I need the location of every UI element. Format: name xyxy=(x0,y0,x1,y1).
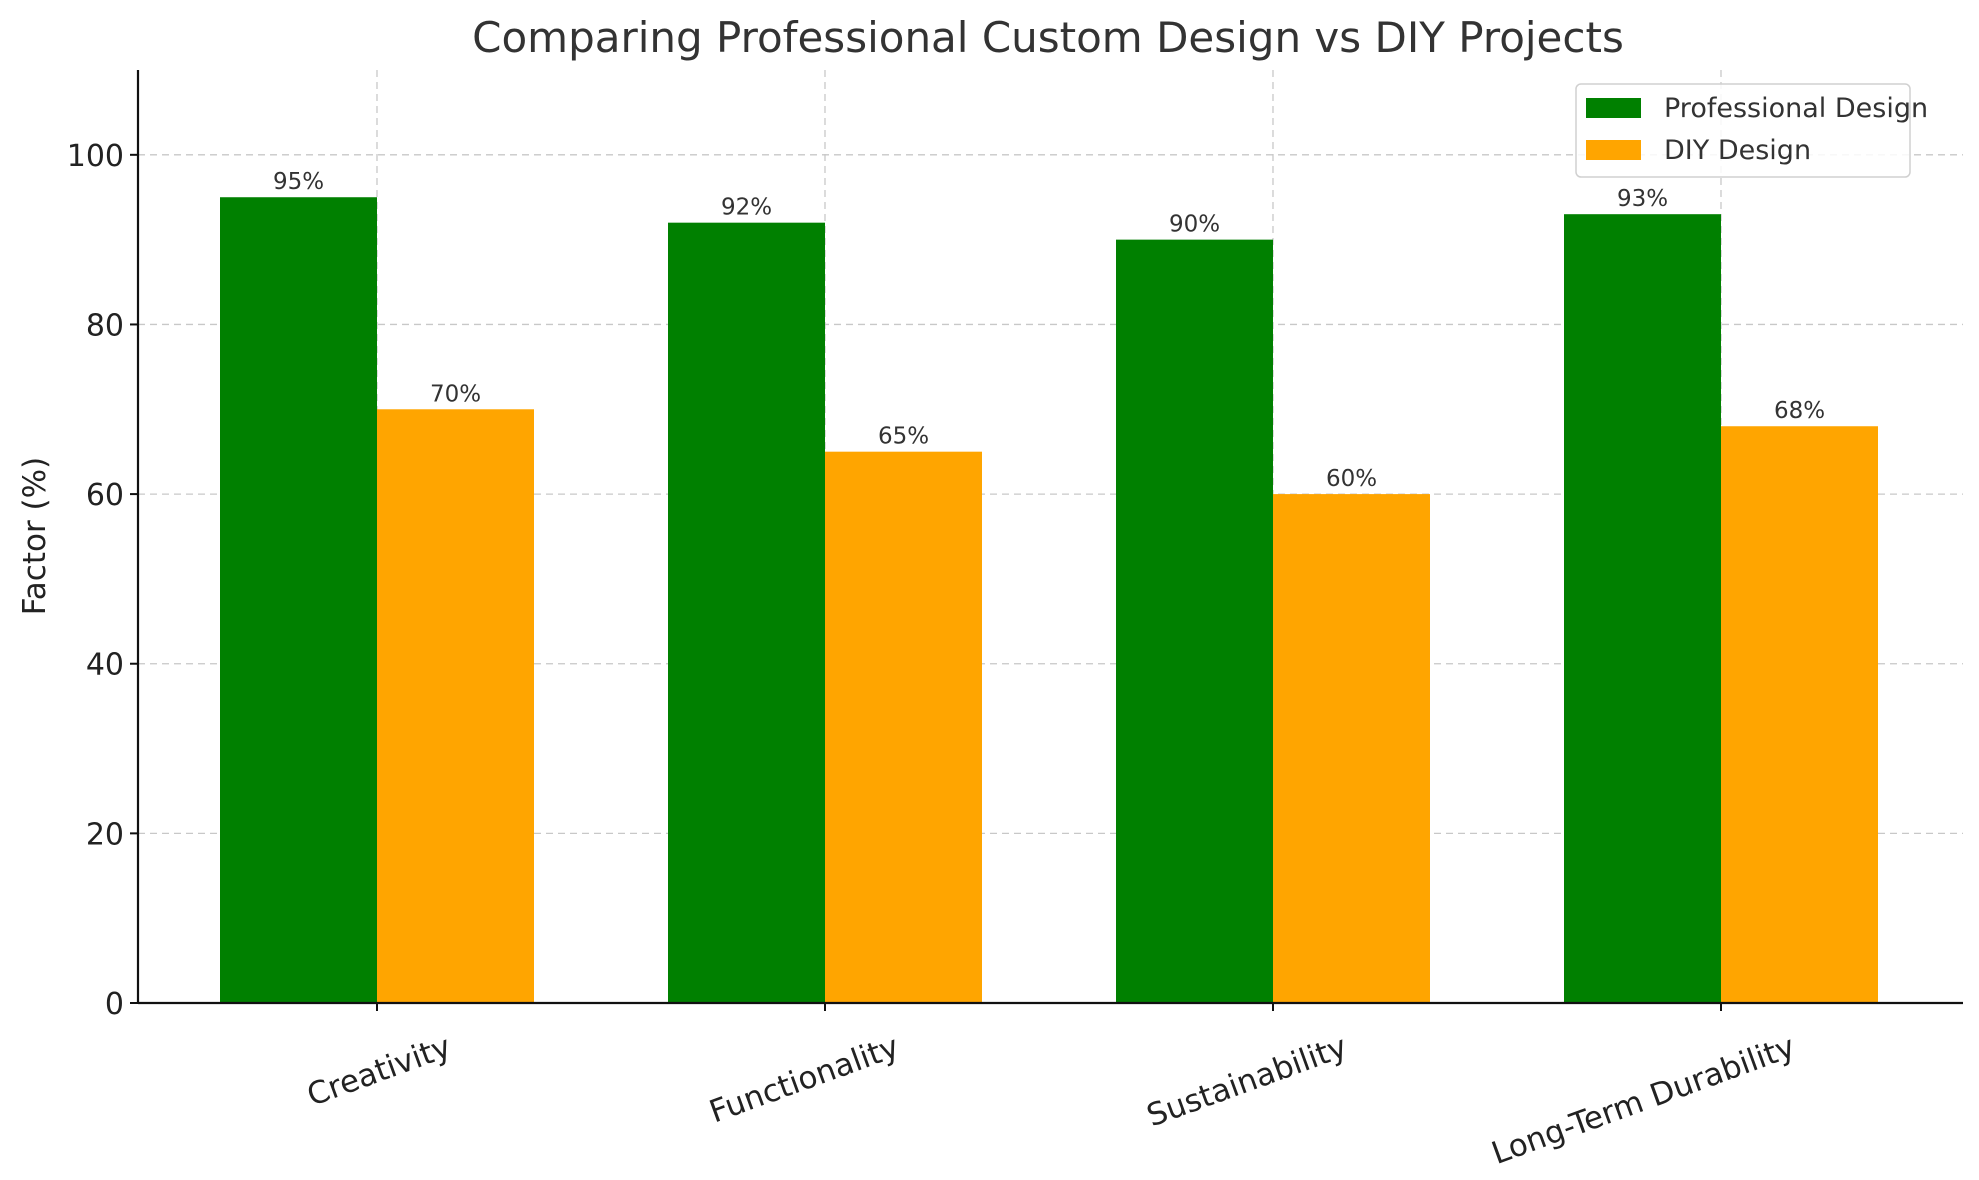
y-tick-label: 40 xyxy=(86,648,124,683)
chart-title: Comparing Professional Custom Design vs … xyxy=(472,13,1624,62)
bar-diy xyxy=(825,451,982,1003)
bar-data-label: 70% xyxy=(430,381,481,407)
bar-professional xyxy=(1116,239,1273,1004)
legend-entry-label: Professional Design xyxy=(1664,93,1928,124)
bar-data-label: 65% xyxy=(878,424,929,450)
legend-swatch xyxy=(1586,140,1641,160)
legend-box xyxy=(1575,83,1911,178)
bars xyxy=(220,197,1878,1004)
bar-professional xyxy=(220,197,377,1003)
y-axis-label: Factor (%) xyxy=(17,457,53,615)
bar-data-label: 68% xyxy=(1774,398,1825,424)
bar-professional xyxy=(668,222,825,1003)
y-tick-label: 80 xyxy=(86,308,124,343)
y-tick-label: 100 xyxy=(67,139,124,174)
bar-diy xyxy=(377,409,534,1004)
legend-entry-label: DIY Design xyxy=(1664,135,1811,166)
bar-data-label: 60% xyxy=(1326,466,1377,492)
bar-data-label: 93% xyxy=(1617,186,1668,212)
bar-diy xyxy=(1273,494,1430,1003)
bar-data-label: 90% xyxy=(1169,212,1220,238)
y-tick-label: 60 xyxy=(86,478,124,513)
bar-professional xyxy=(1564,214,1721,1003)
bar-diy xyxy=(1721,426,1878,1004)
bar-data-label: 92% xyxy=(721,195,772,221)
y-tick-label: 0 xyxy=(105,987,124,1022)
axes xyxy=(130,70,1963,1011)
legend-swatch xyxy=(1586,98,1641,118)
legend: Professional Design DIY Design xyxy=(1575,83,1928,178)
bar-data-label: 95% xyxy=(273,169,324,195)
y-tick-label: 20 xyxy=(86,817,124,852)
